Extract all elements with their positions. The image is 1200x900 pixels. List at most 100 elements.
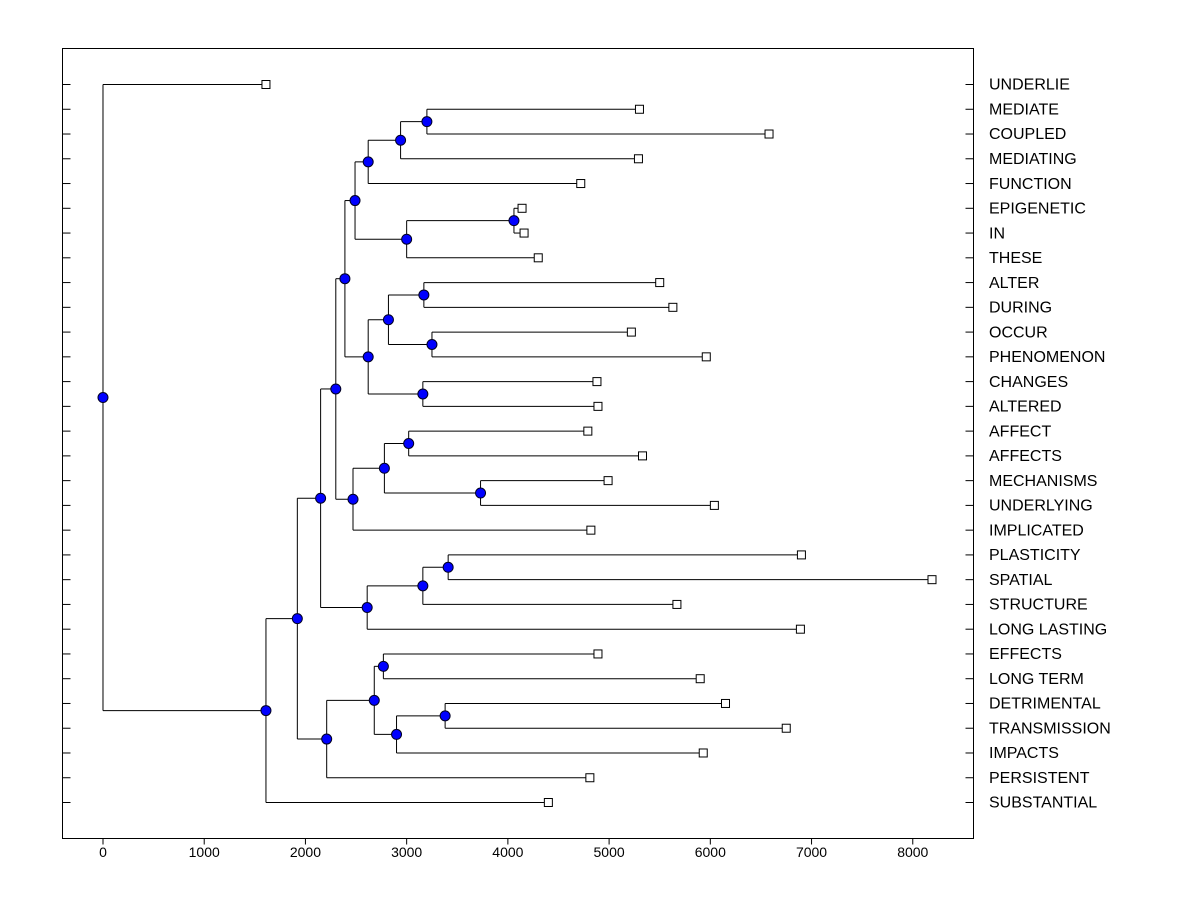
leaf-label: COUPLED bbox=[989, 126, 1066, 143]
leaf-label: DURING bbox=[989, 300, 1052, 317]
leaf-marker bbox=[721, 698, 731, 708]
leaf-label: LONG LASTING bbox=[989, 621, 1107, 638]
leaf-label: SUBSTANTIAL bbox=[989, 795, 1097, 812]
x-tick-label: 5000 bbox=[594, 844, 625, 860]
x-tick-label: 7000 bbox=[796, 844, 827, 860]
leaf-marker bbox=[261, 80, 271, 89]
leaf-marker bbox=[576, 179, 586, 189]
leaf-label: PHENOMENON bbox=[989, 349, 1105, 366]
node-marker bbox=[347, 493, 359, 505]
node-marker bbox=[475, 487, 487, 499]
leaf-label: UNDERLIE bbox=[989, 77, 1070, 94]
leaf-marker bbox=[585, 773, 595, 783]
leaf-label: THESE bbox=[989, 250, 1042, 267]
leaf-label: ALTERED bbox=[989, 399, 1062, 416]
leaf-label: PLASTICITY bbox=[989, 547, 1081, 564]
leaf-marker bbox=[626, 327, 636, 337]
leaf-marker bbox=[695, 674, 705, 684]
leaf-label: IMPLICATED bbox=[989, 522, 1084, 539]
leaf-marker bbox=[927, 575, 937, 585]
node-marker bbox=[508, 215, 520, 227]
leaf-marker bbox=[603, 476, 613, 486]
leaf-marker bbox=[709, 500, 719, 510]
node-marker bbox=[417, 580, 429, 592]
node-marker bbox=[391, 728, 403, 740]
node-marker bbox=[426, 338, 438, 350]
leaf-marker bbox=[583, 426, 593, 436]
leaf-marker bbox=[543, 798, 553, 807]
leaf-marker bbox=[634, 104, 644, 114]
node-marker bbox=[315, 492, 327, 504]
node-marker bbox=[418, 289, 430, 301]
leaf-marker bbox=[633, 154, 643, 164]
leaf-label: ALTER bbox=[989, 275, 1039, 292]
leaf-label: UNDERLYING bbox=[989, 498, 1093, 515]
node-marker bbox=[361, 602, 373, 614]
x-tick-label: 2000 bbox=[290, 844, 321, 860]
leaf-label: AFFECTS bbox=[989, 448, 1062, 465]
node-marker bbox=[417, 388, 429, 400]
leaf-marker bbox=[655, 278, 665, 288]
node-marker bbox=[260, 705, 272, 717]
node-marker bbox=[362, 156, 374, 168]
plot-frame bbox=[62, 48, 974, 839]
leaf-label: EFFECTS bbox=[989, 646, 1062, 663]
leaf-marker bbox=[533, 253, 543, 263]
leaf-marker bbox=[764, 129, 774, 139]
x-tick-label: 4000 bbox=[492, 844, 523, 860]
leaf-label: MECHANISMS bbox=[989, 473, 1097, 490]
node-marker bbox=[330, 383, 342, 395]
node-marker bbox=[403, 438, 415, 449]
leaf-label: PERSISTENT bbox=[989, 770, 1090, 787]
leaf-marker bbox=[701, 352, 711, 362]
node-marker bbox=[401, 233, 413, 245]
leaf-label: FUNCTION bbox=[989, 176, 1072, 193]
leaf-label: SPATIAL bbox=[989, 572, 1053, 589]
node-marker bbox=[439, 710, 451, 722]
x-tick-label: 3000 bbox=[391, 844, 422, 860]
leaf-marker bbox=[593, 649, 603, 659]
leaf-marker bbox=[796, 550, 806, 560]
node-marker bbox=[377, 660, 389, 672]
x-tick-label: 8000 bbox=[897, 844, 928, 860]
node-marker bbox=[378, 462, 390, 474]
leaf-marker bbox=[672, 599, 682, 609]
node-marker bbox=[382, 314, 394, 326]
leaf-marker bbox=[638, 451, 648, 461]
node-marker bbox=[339, 273, 351, 285]
leaf-label: MEDIATING bbox=[989, 151, 1077, 168]
leaf-label: CHANGES bbox=[989, 374, 1068, 391]
leaf-label: OCCUR bbox=[989, 324, 1048, 341]
node-marker bbox=[368, 694, 380, 706]
leaf-marker bbox=[519, 228, 529, 238]
leaf-marker bbox=[593, 401, 603, 411]
leaf-label: AFFECT bbox=[989, 423, 1051, 440]
leaf-label: STRUCTURE bbox=[989, 597, 1088, 614]
leaf-marker bbox=[586, 525, 596, 535]
leaf-label: TRANSMISSION bbox=[989, 720, 1111, 737]
leaf-marker bbox=[517, 203, 527, 213]
leaf-label: IMPACTS bbox=[989, 745, 1059, 762]
leaf-label: IN bbox=[989, 225, 1005, 242]
leaf-label: LONG TERM bbox=[989, 671, 1084, 688]
leaf-marker bbox=[795, 624, 805, 634]
leaf-label: DETRIMENTAL bbox=[989, 696, 1101, 713]
leaf-marker bbox=[592, 377, 602, 387]
leaf-marker bbox=[698, 748, 708, 758]
node-marker bbox=[362, 351, 374, 363]
x-tick-label: 6000 bbox=[695, 844, 726, 860]
leaf-label: MEDIATE bbox=[989, 101, 1059, 118]
x-tick-label: 1000 bbox=[189, 844, 220, 860]
node-marker bbox=[97, 392, 109, 404]
node-marker bbox=[291, 613, 303, 625]
leaf-marker bbox=[668, 302, 678, 312]
node-marker bbox=[421, 116, 433, 128]
leaf-marker bbox=[781, 723, 791, 733]
node-marker bbox=[349, 195, 361, 207]
x-tick-label: 0 bbox=[99, 844, 107, 860]
leaf-label: EPIGENETIC bbox=[989, 201, 1086, 218]
node-marker bbox=[321, 733, 333, 745]
node-marker bbox=[395, 134, 407, 146]
node-marker bbox=[442, 561, 454, 573]
